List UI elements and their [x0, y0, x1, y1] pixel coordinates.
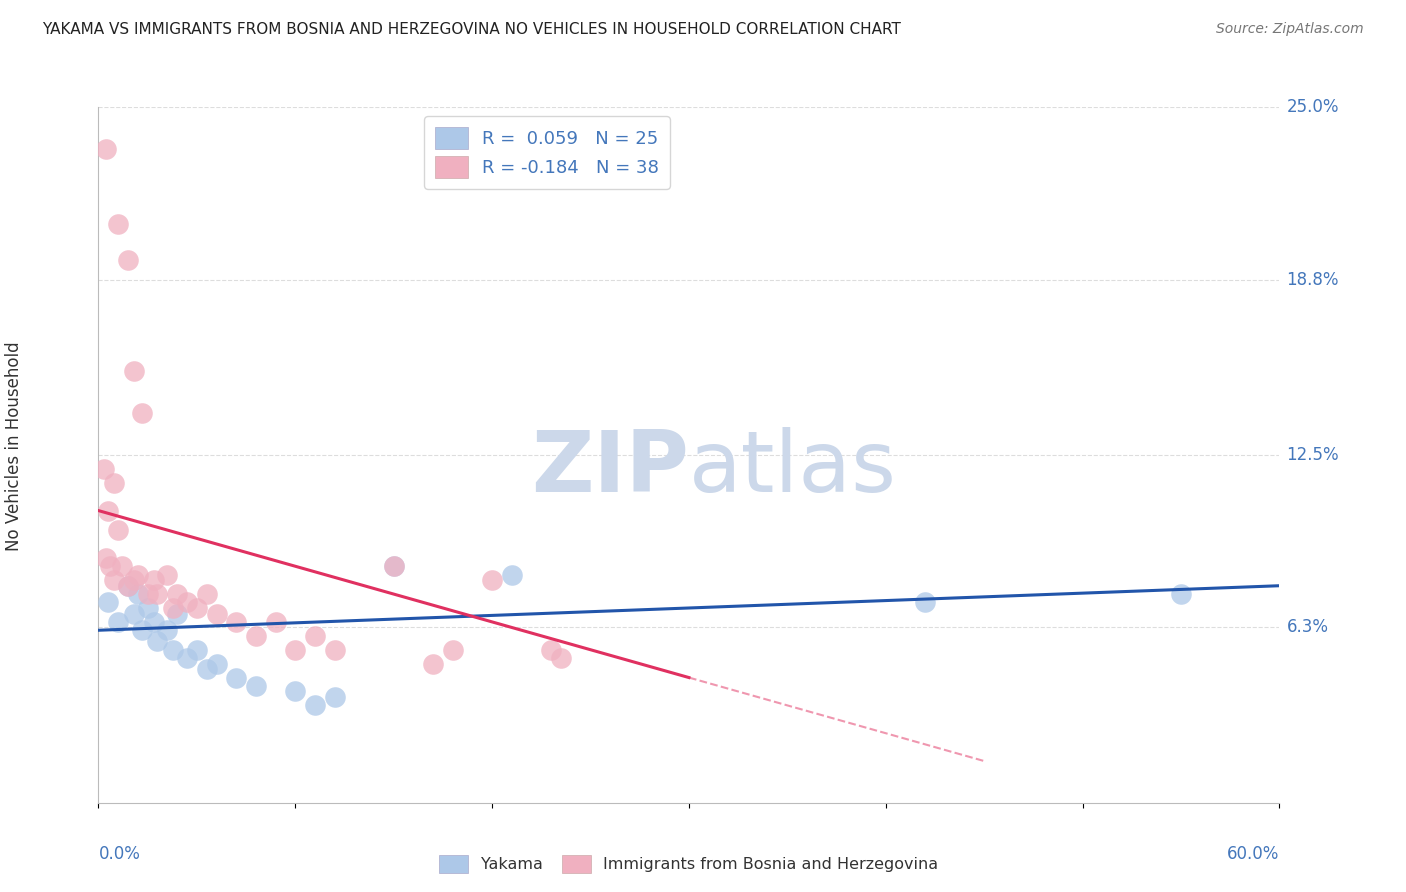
Point [304, 698, 326, 713]
Point [117, 253, 139, 268]
Point [96, 550, 118, 565]
Point [146, 634, 169, 648]
Point [382, 559, 405, 574]
Point [122, 573, 145, 587]
Point [142, 615, 165, 629]
Legend: R =  0.059   N = 25, R = -0.184   N = 38: R = 0.059 N = 25, R = -0.184 N = 38 [425, 116, 669, 189]
Text: 18.8%: 18.8% [1286, 270, 1339, 289]
Point [96, 142, 118, 156]
Point [97, 503, 120, 517]
Point [162, 642, 184, 657]
Point [156, 567, 179, 582]
Text: 60.0%: 60.0% [1227, 845, 1279, 863]
Point [136, 587, 159, 601]
Text: No Vehicles in Household: No Vehicles in Household [6, 341, 22, 551]
Point [501, 567, 523, 582]
Point [186, 642, 208, 657]
Point [195, 587, 218, 601]
Point [284, 684, 307, 698]
Point [382, 559, 405, 574]
Point [127, 587, 149, 601]
Point [103, 475, 125, 490]
Point [186, 601, 208, 615]
Legend: Yakama, Immigrants from Bosnia and Herzegovina: Yakama, Immigrants from Bosnia and Herze… [433, 848, 945, 880]
Point [422, 657, 444, 671]
Point [550, 651, 572, 665]
Point [195, 662, 218, 676]
Point [264, 615, 287, 629]
Point [176, 651, 198, 665]
Point [441, 642, 464, 657]
Point [245, 629, 267, 643]
Point [323, 642, 346, 657]
Point [914, 595, 936, 609]
Point [131, 406, 153, 420]
Point [245, 679, 267, 693]
Point [146, 587, 169, 601]
Point [107, 615, 129, 629]
Point [131, 624, 153, 638]
Text: 25.0%: 25.0% [1286, 98, 1339, 116]
Point [117, 579, 139, 593]
Point [323, 690, 346, 704]
Point [156, 624, 179, 638]
Point [111, 559, 134, 574]
Point [107, 523, 129, 537]
Point [540, 642, 562, 657]
Point [142, 573, 165, 587]
Point [205, 607, 228, 621]
Point [176, 595, 198, 609]
Point [205, 657, 228, 671]
Point [304, 629, 326, 643]
Point [122, 364, 145, 378]
Text: Source: ZipAtlas.com: Source: ZipAtlas.com [1216, 22, 1364, 37]
Text: atlas: atlas [689, 427, 897, 510]
Text: 6.3%: 6.3% [1286, 618, 1329, 637]
Point [103, 573, 125, 587]
Point [98, 559, 121, 574]
Point [122, 607, 145, 621]
Point [136, 601, 159, 615]
Point [1170, 587, 1192, 601]
Point [166, 587, 188, 601]
Point [127, 567, 149, 582]
Point [284, 642, 307, 657]
Point [225, 615, 247, 629]
Point [107, 217, 129, 231]
Point [225, 671, 247, 685]
Point [166, 607, 188, 621]
Point [117, 579, 139, 593]
Text: 0.0%: 0.0% [98, 845, 141, 863]
Point [481, 573, 503, 587]
Point [97, 595, 120, 609]
Text: 12.5%: 12.5% [1286, 446, 1339, 464]
Text: ZIP: ZIP [531, 427, 689, 510]
Point [93, 462, 115, 476]
Text: YAKAMA VS IMMIGRANTS FROM BOSNIA AND HERZEGOVINA NO VEHICLES IN HOUSEHOLD CORREL: YAKAMA VS IMMIGRANTS FROM BOSNIA AND HER… [42, 22, 901, 37]
Point [162, 601, 184, 615]
